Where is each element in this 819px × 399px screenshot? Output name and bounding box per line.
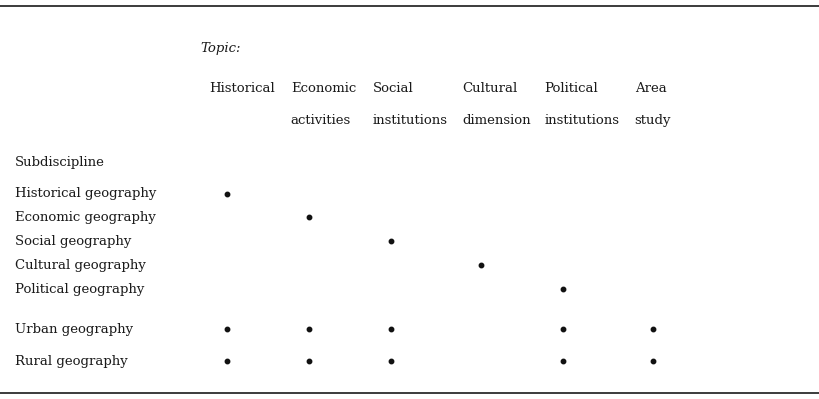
Text: Rural geography: Rural geography xyxy=(15,355,128,367)
Text: Cultural: Cultural xyxy=(463,82,518,95)
Text: Cultural geography: Cultural geography xyxy=(15,259,146,272)
Text: Social: Social xyxy=(373,82,414,95)
Text: Urban geography: Urban geography xyxy=(15,323,133,336)
Text: Historical geography: Historical geography xyxy=(15,187,156,200)
Text: Area: Area xyxy=(635,82,667,95)
Text: Subdiscipline: Subdiscipline xyxy=(15,156,105,169)
Text: Economic: Economic xyxy=(291,82,356,95)
Text: institutions: institutions xyxy=(545,114,620,127)
Text: Historical: Historical xyxy=(209,82,274,95)
Text: Topic:: Topic: xyxy=(201,42,241,55)
Text: Social geography: Social geography xyxy=(15,235,131,248)
Text: Political: Political xyxy=(545,82,599,95)
Text: institutions: institutions xyxy=(373,114,448,127)
Text: dimension: dimension xyxy=(463,114,532,127)
Text: Economic geography: Economic geography xyxy=(15,211,156,224)
Text: study: study xyxy=(635,114,672,127)
Text: activities: activities xyxy=(291,114,351,127)
Text: Political geography: Political geography xyxy=(15,283,144,296)
